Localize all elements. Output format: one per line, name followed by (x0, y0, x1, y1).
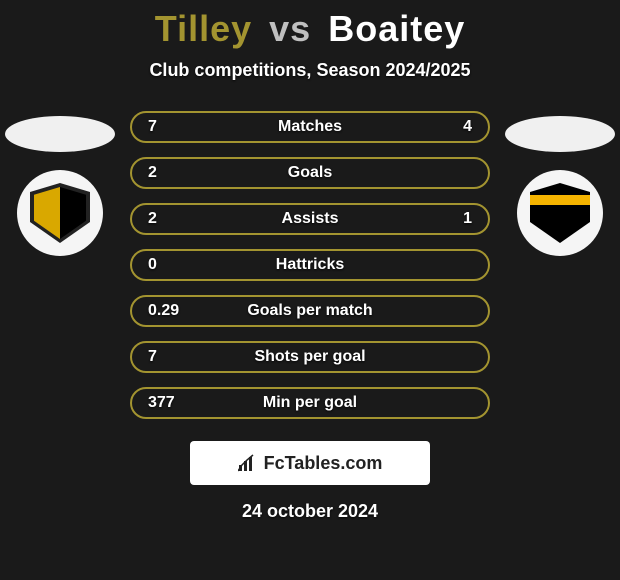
afc-wimbledon-crest (17, 170, 103, 256)
stat-label: Goals per match (247, 302, 372, 320)
stat-label: Matches (278, 118, 342, 136)
stat-left-value: 0.29 (148, 302, 188, 320)
stat-left-value: 377 (148, 394, 188, 412)
player1-name: Tilley (155, 8, 252, 49)
stat-label: Hattricks (276, 256, 344, 274)
vs-text: vs (269, 8, 311, 49)
shield-icon (30, 183, 90, 243)
stat-left-value: 2 (148, 210, 188, 228)
stat-label: Assists (282, 210, 339, 228)
stats-table: 7 Matches 4 2 Goals 2 Assists 1 0 Hattri… (130, 111, 490, 419)
date-label: 24 october 2024 (0, 501, 620, 522)
player2-silhouette (505, 116, 615, 152)
chart-bars-icon (238, 453, 258, 473)
stat-row-goals-per-match: 0.29 Goals per match (130, 295, 490, 327)
right-badge-column (500, 116, 620, 256)
stat-label: Shots per goal (254, 348, 365, 366)
brand-link[interactable]: FcTables.com (190, 441, 430, 485)
stat-label: Min per goal (263, 394, 357, 412)
stat-row-goals: 2 Goals (130, 157, 490, 189)
stat-right-value: 1 (432, 210, 472, 228)
header: Tilley vs Boaitey Club competitions, Sea… (0, 0, 620, 81)
stat-left-value: 7 (148, 118, 188, 136)
shield-icon (530, 183, 590, 243)
subtitle: Club competitions, Season 2024/2025 (0, 60, 620, 81)
page-title: Tilley vs Boaitey (0, 8, 620, 50)
port-vale-crest (517, 170, 603, 256)
brand-text: FcTables.com (264, 453, 383, 474)
stat-row-assists: 2 Assists 1 (130, 203, 490, 235)
left-badge-column (0, 116, 120, 256)
stat-left-value: 2 (148, 164, 188, 182)
stat-row-shots-per-goal: 7 Shots per goal (130, 341, 490, 373)
stat-label: Goals (288, 164, 332, 182)
stat-left-value: 0 (148, 256, 188, 274)
stat-row-matches: 7 Matches 4 (130, 111, 490, 143)
stat-row-hattricks: 0 Hattricks (130, 249, 490, 281)
player1-silhouette (5, 116, 115, 152)
stat-left-value: 7 (148, 348, 188, 366)
stat-row-min-per-goal: 377 Min per goal (130, 387, 490, 419)
player2-name: Boaitey (328, 8, 465, 49)
stat-right-value: 4 (432, 118, 472, 136)
